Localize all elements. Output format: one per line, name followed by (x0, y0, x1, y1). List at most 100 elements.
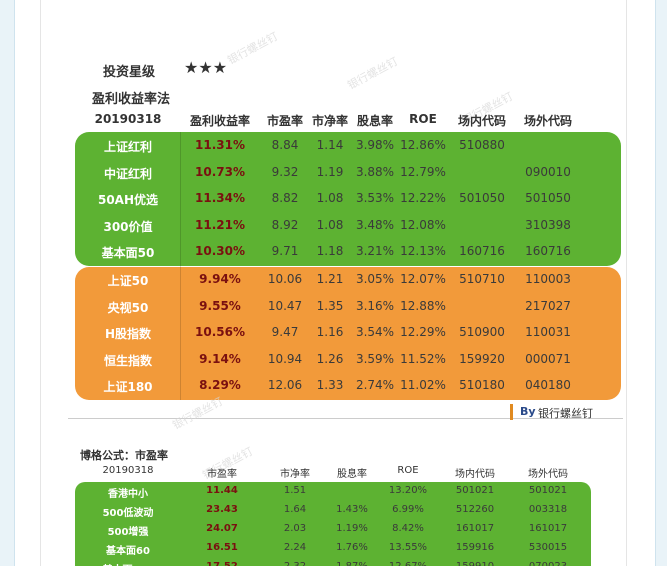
cell: 090010 (525, 164, 571, 179)
row-name: 基本面50 (101, 246, 155, 261)
cell: 510710 (459, 272, 505, 286)
cell: 12.79% (400, 164, 446, 179)
cell: 9.47 (271, 325, 299, 340)
brand-bar (510, 404, 513, 420)
cell: 160716 (525, 244, 571, 259)
cell: 1.21 (316, 272, 344, 286)
cell: 3.54% (355, 325, 395, 340)
cell: 24.07 (206, 523, 238, 534)
margin-line (626, 0, 627, 566)
cell: 6.99% (392, 504, 424, 515)
row-name: 基本面120 (103, 561, 154, 566)
cell: 510180 (459, 378, 505, 393)
row-name: 央视50 (107, 300, 149, 315)
cell: 3.53% (355, 191, 395, 206)
cell: 10.06 (267, 272, 303, 286)
table2-title: 博格公式：市盈率 (80, 449, 168, 462)
cell: 11.52% (400, 351, 446, 366)
cell: 1.19 (316, 164, 344, 179)
column-header: ROE (397, 465, 419, 476)
cell: 11.02% (400, 378, 446, 393)
cell: 12.29% (400, 325, 446, 340)
cell: 160716 (459, 244, 505, 259)
row-name: 香港中小 (108, 489, 148, 500)
rating-label: 投资星级 (103, 65, 156, 80)
cell: 1.16 (316, 325, 344, 340)
cell: 12.13% (400, 244, 446, 259)
cell: 510900 (459, 325, 505, 340)
row-name: 500增强 (107, 527, 149, 538)
cell: 9.55% (199, 298, 241, 313)
cell: 1.14 (316, 138, 344, 152)
cell: 1.19% (336, 523, 368, 534)
cell: 11.44 (206, 485, 238, 496)
cell: 9.14% (199, 351, 241, 366)
cell: 1.08 (316, 217, 344, 232)
brand-prefix: By (520, 405, 536, 418)
cell: 501021 (455, 485, 495, 496)
cell: 161017 (528, 523, 568, 534)
cell: 3.88% (355, 164, 395, 179)
row-name: 上证180 (103, 380, 153, 395)
cell: 510880 (459, 138, 505, 152)
method: 盈利收益率法 (92, 92, 171, 107)
cell: 512260 (455, 504, 495, 515)
cell: 1.64 (283, 504, 307, 515)
cell: 1.35 (316, 298, 344, 313)
row-name: 基本面60 (106, 546, 150, 557)
cell: 11.31% (195, 138, 245, 152)
cell: 2.32 (284, 561, 306, 566)
cell: 10.94 (267, 351, 303, 366)
cell: 12.06 (267, 378, 303, 393)
green-group (75, 132, 621, 266)
cell: 501050 (525, 191, 571, 206)
row-name: 上证红利 (103, 140, 153, 154)
cell: 159910 (456, 561, 494, 566)
cell: 1.51 (283, 485, 307, 496)
cell: 10.30% (195, 244, 245, 259)
column-header: 市净率 (280, 469, 310, 480)
cell: 13.20% (388, 485, 428, 496)
cell: 3.98% (355, 138, 395, 152)
cell: 12.07% (400, 272, 446, 286)
cell: 9.32 (271, 164, 299, 179)
cell: 3.21% (355, 244, 395, 259)
brand-name: 银行螺丝钉 (538, 407, 593, 420)
cell: 040180 (525, 378, 571, 393)
column-header: 市盈率 (266, 114, 304, 128)
column-header: 场外代码 (528, 469, 568, 480)
cell: 3.05% (355, 272, 395, 286)
column-header: 场外代码 (523, 114, 573, 128)
cell: 12.88% (400, 298, 446, 313)
cell: 530015 (528, 542, 568, 553)
cell: 1.08 (316, 191, 344, 206)
cell: 8.42% (392, 523, 424, 534)
row-name: 恒生指数 (103, 353, 153, 368)
cell: 12.86% (400, 138, 446, 152)
cell: 17.52 (206, 561, 238, 566)
green-group (75, 482, 591, 566)
cell: 2.74% (355, 378, 395, 393)
cell: 2.24 (283, 542, 307, 553)
cell: 3.48% (355, 217, 395, 232)
column-header: 市盈率 (207, 469, 237, 480)
cell: 12.67% (389, 561, 427, 566)
orange-group (75, 267, 621, 400)
row-name: 500低波动 (102, 508, 154, 519)
cell: 1.76% (336, 542, 368, 553)
cell: 3.16% (355, 298, 395, 313)
cell: 161017 (455, 523, 495, 534)
cell: 501021 (528, 485, 568, 496)
cell: 9.94% (199, 272, 241, 286)
cell: 217027 (525, 298, 571, 313)
cell: 11.34% (195, 191, 245, 206)
cell: 1.26 (316, 351, 344, 366)
column-header: 场内代码 (455, 469, 495, 480)
column-header: 盈利收益率 (189, 114, 251, 128)
cell: 11.21% (195, 217, 245, 232)
separator (68, 418, 623, 419)
row-name: H股指数 (104, 327, 152, 342)
row-name: 50AH优选 (97, 193, 159, 208)
cell: 10.73% (195, 164, 245, 179)
